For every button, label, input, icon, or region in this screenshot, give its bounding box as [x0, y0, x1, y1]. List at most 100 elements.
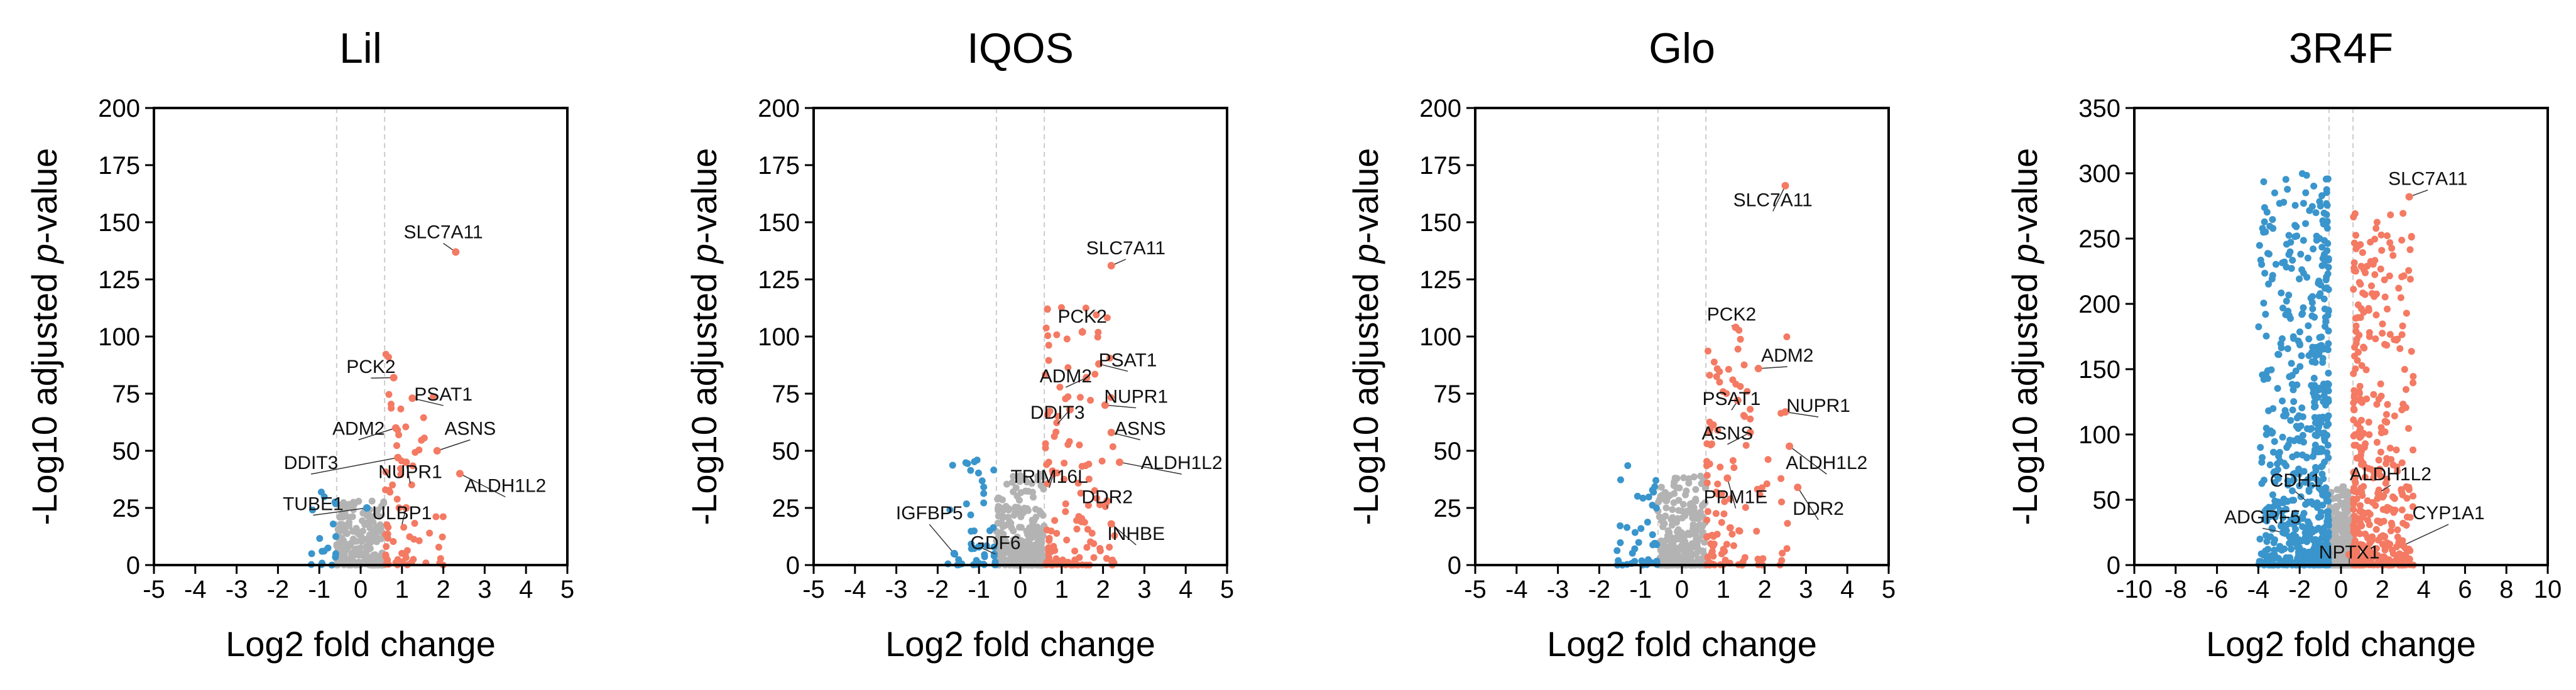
up-point [1705, 429, 1713, 436]
x-tick-label: 4 [1840, 576, 1854, 603]
up-point [2382, 460, 2390, 468]
y-tick-label: 25 [1434, 495, 1462, 522]
down-point [2325, 256, 2332, 264]
down-point [1644, 519, 1651, 526]
ns-point [1664, 544, 1672, 551]
down-point [1617, 476, 1624, 483]
down-point [2277, 522, 2284, 530]
up-point [2364, 262, 2371, 270]
x-tick-label: -10 [2116, 576, 2153, 603]
down-point [2298, 266, 2306, 274]
up-point [2356, 502, 2364, 509]
ns-point [1679, 500, 1687, 508]
up-point [1091, 370, 1099, 378]
down-points [944, 456, 999, 569]
down-point [2268, 429, 2276, 437]
gene-label-aldh1l2: ALDH1L2 [2350, 464, 2431, 485]
down-point [2298, 352, 2305, 360]
up-point [2406, 276, 2414, 283]
up-point [1044, 332, 1052, 340]
gene-point-nupr1 [402, 458, 410, 466]
down-point [1653, 541, 1661, 548]
x-tick-label: 0 [2334, 576, 2348, 603]
down-point [2295, 465, 2303, 473]
label-leader [1727, 432, 1750, 445]
y-tick-label: 150 [98, 209, 140, 237]
x-axis-label: Log2 fold change [226, 624, 496, 664]
y-tick-label: 25 [772, 495, 800, 522]
gene-point-asns [1107, 428, 1115, 436]
ns-point [1680, 474, 1688, 482]
down-point [2285, 232, 2293, 239]
up-point [2377, 266, 2384, 273]
up-point [1085, 475, 1093, 483]
up-point [1106, 544, 1113, 551]
down-point [1639, 494, 1647, 502]
up-point [2361, 291, 2369, 298]
gene-point-adm2 [1083, 374, 1091, 382]
up-point [2373, 545, 2381, 553]
ns-point [2344, 527, 2351, 534]
up-point [386, 488, 394, 496]
down-point [2318, 487, 2325, 495]
up-point [2396, 345, 2404, 352]
ns-point [355, 497, 363, 505]
down-point [1652, 477, 1660, 484]
up-point [2410, 379, 2417, 387]
ns-point [1661, 520, 1668, 527]
y-tick-label: 150 [758, 209, 800, 237]
down-point [2296, 553, 2303, 561]
x-tick-label: -2 [927, 576, 949, 603]
down-point [2318, 470, 2326, 478]
down-point [332, 553, 339, 561]
up-point [2409, 503, 2416, 510]
down-point [2285, 291, 2293, 299]
up-point [382, 531, 390, 539]
up-point [1078, 463, 1086, 470]
up-point [393, 495, 401, 503]
down-point [2261, 218, 2268, 225]
y-axis-label-part: p [684, 244, 724, 264]
up-point [2384, 401, 2391, 408]
up-point [2373, 439, 2381, 446]
gene-label-asns: ASNS [445, 419, 496, 439]
up-point [2357, 416, 2365, 424]
up-point [2350, 394, 2358, 401]
down-point [2300, 200, 2307, 207]
up-point [2394, 526, 2401, 534]
up-point [2350, 387, 2358, 394]
ns-point [366, 545, 374, 553]
up-point [403, 547, 411, 554]
ns-point [375, 512, 383, 520]
ns-points [333, 497, 388, 569]
chart-title: IQOS [967, 24, 1074, 72]
up-point [1084, 502, 1092, 509]
down-point [2296, 482, 2303, 490]
up-point [420, 414, 427, 421]
gene-point-ddit3 [1066, 406, 1074, 414]
ns-point [1021, 475, 1029, 482]
ns-point [1692, 531, 1700, 539]
x-tick-label: -4 [844, 576, 866, 603]
up-point [2395, 554, 2403, 561]
ns-point [996, 495, 1003, 502]
ns-point [1012, 484, 1020, 492]
up-point [1063, 335, 1071, 343]
down-point [2260, 178, 2268, 185]
x-tick-label: 1 [395, 576, 409, 603]
up-point [2410, 492, 2417, 500]
down-point [1653, 558, 1661, 565]
ns-point [1685, 475, 1693, 483]
ns-point [1682, 491, 1689, 499]
up-point [2386, 239, 2394, 247]
ns-point [1660, 539, 1667, 546]
up-point [1083, 544, 1091, 551]
up-point [2405, 267, 2413, 274]
x-tick-label: 3 [1137, 576, 1151, 603]
gene-label-aldh1l2: ALDH1L2 [1786, 453, 1867, 473]
ns-point [2333, 516, 2341, 524]
down-point [2323, 517, 2331, 525]
x-tick-label: 2 [1096, 576, 1110, 603]
x-tick-label: 4 [2416, 576, 2430, 603]
